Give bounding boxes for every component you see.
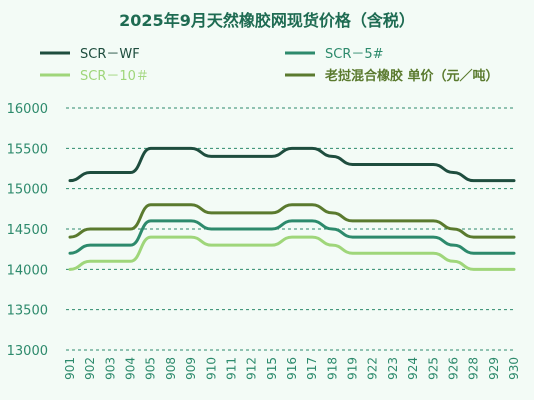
legend-label: SCR－5# [325, 47, 384, 62]
x-tick-label: 904 [124, 357, 138, 380]
grid [66, 107, 514, 351]
chart-title: 2025年9月天然橡胶网现货价格（含税） [119, 11, 415, 30]
x-tick-label: 925 [426, 357, 440, 380]
x-tick-label: 915 [265, 357, 279, 380]
y-tick-label: 14000 [7, 263, 48, 278]
x-tick-label: 928 [467, 357, 481, 380]
x-tick-label: 919 [346, 357, 360, 380]
legend-label: SCR－WF [80, 47, 140, 62]
x-axis-ticks: 901 902 903 904 905 908 909 910 911 912 915 916 917 9… [63, 357, 521, 380]
y-tick-label: 13500 [7, 304, 48, 319]
x-tick-label: 908 [164, 357, 178, 380]
x-tick-label: 916 [285, 357, 299, 380]
x-tick-label: 909 [184, 357, 198, 380]
x-tick-label: 929 [487, 357, 501, 380]
y-axis-ticks: 13000 13500 14000 14500 15000 15500 16000 [7, 102, 48, 359]
x-tick-label: 917 [305, 357, 319, 380]
x-tick-label: 911 [224, 357, 238, 380]
x-tick-label: 930 [507, 357, 521, 380]
series-line [68, 235, 516, 271]
series-group [68, 146, 516, 271]
x-tick-label: 901 [63, 357, 77, 380]
legend: SCR－WF SCR－5# SCR－10＃ 老挝混合橡胶 单价（元／吨） [40, 47, 499, 84]
x-tick-label: 923 [386, 357, 400, 380]
series-line [68, 203, 516, 239]
series-line [68, 219, 516, 255]
x-tick-label: 922 [366, 357, 380, 380]
y-tick-label: 13000 [7, 344, 48, 359]
x-tick-label: 902 [83, 357, 97, 380]
legend-label: SCR－10＃ [80, 69, 149, 84]
x-tick-label: 926 [446, 357, 460, 380]
y-tick-label: 15000 [7, 183, 48, 198]
x-tick-label: 905 [144, 357, 158, 380]
y-tick-label: 16000 [7, 102, 48, 117]
x-tick-label: 910 [204, 357, 218, 380]
legend-label: 老挝混合橡胶 单价（元／吨） [324, 68, 499, 84]
series-line [68, 146, 516, 183]
y-tick-label: 15500 [7, 142, 48, 157]
x-tick-label: 924 [406, 357, 420, 380]
y-tick-label: 14500 [7, 223, 48, 238]
x-tick-label: 918 [325, 357, 339, 380]
x-tick-label: 903 [103, 357, 117, 380]
x-tick-label: 912 [245, 357, 259, 380]
